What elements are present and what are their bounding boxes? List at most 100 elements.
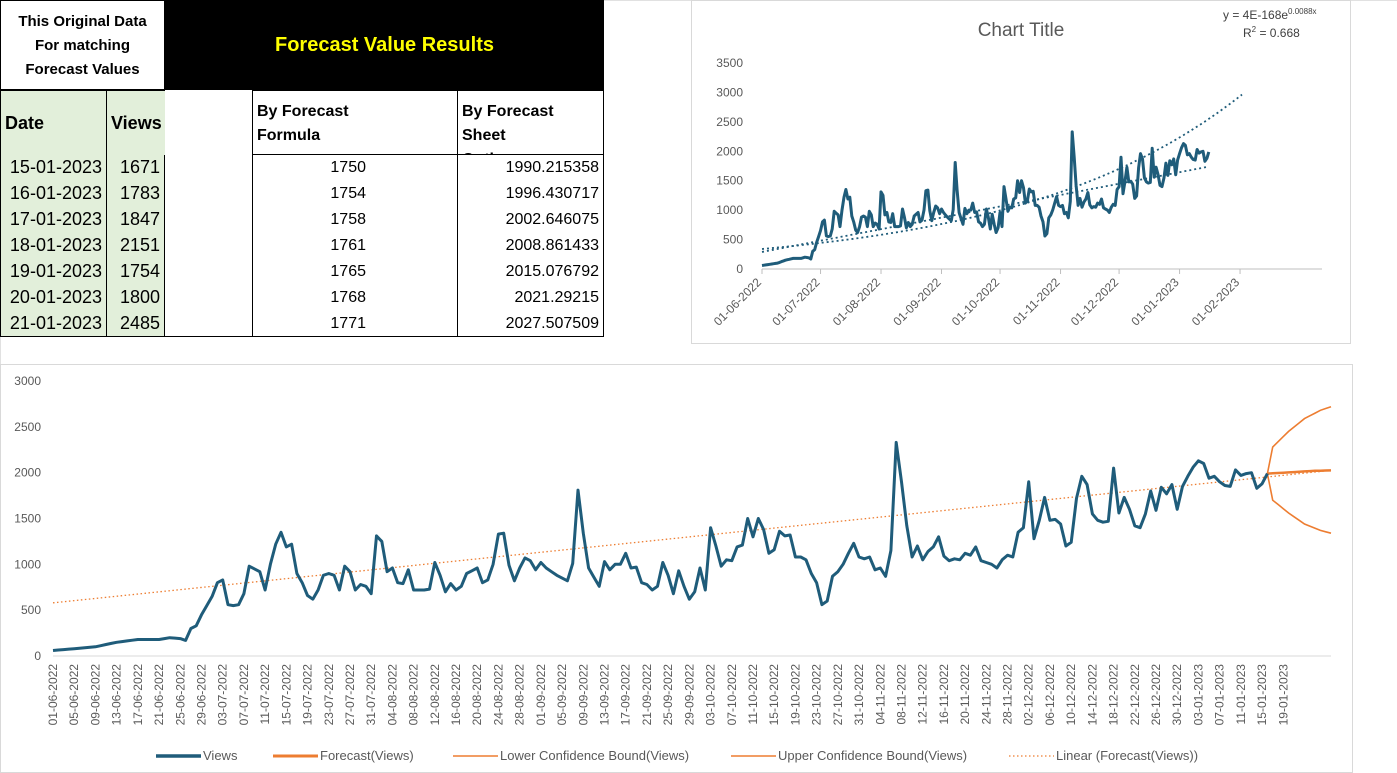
trend-equation[interactable]: y = 4E-168e0.0088x xyxy=(1223,7,1317,22)
y-tick-label: 3500 xyxy=(716,56,743,70)
legend-lower-bound[interactable]: Lower Confidence Bound(Views) xyxy=(453,748,689,763)
y-tick-label: 1500 xyxy=(14,512,41,526)
x-tick-label: 01-11-2022 xyxy=(1010,275,1063,328)
date-cell[interactable]: 17-01-2023 xyxy=(0,207,106,233)
x-tick-label: 11-01-2023 xyxy=(1234,664,1248,725)
x-tick-label: 01-06-2022 xyxy=(711,275,765,329)
date-cell[interactable]: 18-01-2023 xyxy=(0,233,106,259)
x-tick-label: 05-06-2022 xyxy=(67,664,81,726)
blank-cell[interactable] xyxy=(370,259,457,285)
x-tick-label: 04-08-2022 xyxy=(385,664,399,726)
exponential-trendline[interactable] xyxy=(761,93,1243,250)
blank-cell[interactable] xyxy=(165,155,252,181)
legend-upper-bound[interactable]: Upper Confidence Bound(Views) xyxy=(731,748,967,763)
blank-cell[interactable] xyxy=(165,259,252,285)
sheet-value-cell[interactable]: 1990.215358 xyxy=(457,155,604,181)
date-header[interactable]: Date xyxy=(0,90,106,155)
views-cell[interactable]: 1783 xyxy=(106,181,165,207)
lower-confidence-line[interactable] xyxy=(1266,473,1332,534)
legend-views-label: Views xyxy=(203,748,238,763)
blank-cell[interactable] xyxy=(165,207,252,233)
exponential-trend-chart[interactable]: Chart Title y = 4E-168e0.0088x R2 = 0.66… xyxy=(691,0,1351,344)
formula-value-cell[interactable]: 1761 xyxy=(252,233,370,259)
x-tick-label: 29-09-2022 xyxy=(682,664,696,726)
sheet-value-cell[interactable]: 2021.29215 xyxy=(457,285,604,311)
formula-value-cell[interactable]: 1771 xyxy=(252,311,370,337)
blank-cell[interactable] xyxy=(165,181,252,207)
forecast-chart[interactable]: 0 500 1000 1500 2000 2500 3000 01-06-2022 05-06-… xyxy=(0,364,1353,773)
chart2-svg: 0 500 1000 1500 2000 2500 3000 01-06-2022 05-06-… xyxy=(14,374,1332,763)
formula-value-cell[interactable]: 1765 xyxy=(252,259,370,285)
views-cell[interactable]: 2151 xyxy=(106,233,165,259)
blank-cell[interactable] xyxy=(165,311,252,337)
sheet-value-cell[interactable]: 2015.076792 xyxy=(457,259,604,285)
legend-forecast[interactable]: Forecast(Views) xyxy=(273,748,414,763)
blank-cell[interactable] xyxy=(370,285,457,311)
x-tick-label: 23-10-2022 xyxy=(810,664,824,726)
views-cell[interactable]: 1800 xyxy=(106,285,165,311)
date-cell[interactable]: 15-01-2023 xyxy=(0,155,106,181)
x-tick-label: 03-01-2023 xyxy=(1191,664,1205,726)
x-tick-label: 13-09-2022 xyxy=(598,664,612,726)
x-tick-label: 19-10-2022 xyxy=(788,664,802,726)
formula-value-cell[interactable]: 1754 xyxy=(252,181,370,207)
sheet-option-header-line1: By Forecast Sheet xyxy=(462,103,554,144)
x-tick-label: 25-06-2022 xyxy=(173,664,187,726)
legend-forecast-label: Forecast(Views) xyxy=(320,748,414,763)
r-squared-label[interactable]: R2 = 0.668 xyxy=(1243,25,1300,40)
blank-cell[interactable] xyxy=(370,311,457,337)
blank-cell[interactable] xyxy=(370,181,457,207)
blank-cell[interactable] xyxy=(370,233,457,259)
x-tick-label: 01-12-2022 xyxy=(1068,275,1122,329)
original-data-note[interactable]: This Original Data For matching Forecast… xyxy=(0,0,165,90)
formula-value-cell[interactable]: 1768 xyxy=(252,285,370,311)
views-series-line[interactable] xyxy=(52,440,1269,652)
sheet-value-cell[interactable]: 2002.646075 xyxy=(457,207,604,233)
date-cell[interactable]: 21-01-2023 xyxy=(0,311,106,337)
blank-cell[interactable] xyxy=(370,155,457,181)
views-cell[interactable]: 1671 xyxy=(106,155,165,181)
sheet-value-cell[interactable]: 1996.430717 xyxy=(457,181,604,207)
blank-header-cell[interactable] xyxy=(370,90,457,155)
x-tick-label: 11-10-2022 xyxy=(746,664,760,725)
forecast-line[interactable] xyxy=(1267,469,1332,475)
x-tick-label: 09-06-2022 xyxy=(88,664,102,726)
legend-views[interactable]: Views xyxy=(156,748,238,763)
date-cell[interactable]: 20-01-2023 xyxy=(0,285,106,311)
views-series-line[interactable] xyxy=(761,130,1211,267)
x-tick-label: 15-10-2022 xyxy=(767,664,781,726)
legend-upper-bound-label: Upper Confidence Bound(Views) xyxy=(778,748,967,763)
sheet-value-cell[interactable]: 2008.861433 xyxy=(457,233,604,259)
sheet-value-cell[interactable]: 2027.507509 xyxy=(457,311,604,337)
blank-cell[interactable] xyxy=(165,233,252,259)
x-tick-label: 19-07-2022 xyxy=(301,664,315,726)
linear-trendline[interactable] xyxy=(761,165,1209,253)
views-header[interactable]: Views xyxy=(106,90,165,155)
forecast-results-title[interactable]: Forecast Value Results xyxy=(165,0,604,90)
x-tick-label: 01-07-2022 xyxy=(769,275,823,329)
x-tick-label: 21-06-2022 xyxy=(152,664,166,726)
formula-header[interactable]: By Forecast Formula xyxy=(252,90,370,155)
x-tick-label: 19-01-2023 xyxy=(1276,664,1290,726)
x-tick-label: 06-12-2022 xyxy=(1043,664,1057,726)
legend-linear-forecast[interactable]: Linear (Forecast(Views)) xyxy=(1009,748,1198,763)
note-line-1: This Original Data xyxy=(18,13,147,30)
views-cell[interactable]: 1847 xyxy=(106,207,165,233)
formula-value-cell[interactable]: 1750 xyxy=(252,155,370,181)
formula-value-cell[interactable]: 1758 xyxy=(252,207,370,233)
sheet-option-header[interactable]: By Forecast Sheet Option xyxy=(457,90,604,168)
blank-cell[interactable] xyxy=(165,285,252,311)
x-tick-label: 01-08-2022 xyxy=(830,275,884,329)
x-tick-label: 15-01-2023 xyxy=(1255,664,1269,726)
x-tick-label: 08-11-2022 xyxy=(894,664,908,725)
x-tick-label: 20-08-2022 xyxy=(470,664,484,726)
views-cell[interactable]: 2485 xyxy=(106,311,165,337)
views-cell[interactable]: 1754 xyxy=(106,259,165,285)
x-tick-label: 22-12-2022 xyxy=(1128,664,1142,726)
upper-confidence-line[interactable] xyxy=(1266,405,1332,474)
date-cell[interactable]: 16-01-2023 xyxy=(0,181,106,207)
date-cell[interactable]: 19-01-2023 xyxy=(0,259,106,285)
x-tick-label: 03-10-2022 xyxy=(704,664,718,726)
chart1-title[interactable]: Chart Title xyxy=(978,20,1065,41)
blank-cell[interactable] xyxy=(370,207,457,233)
